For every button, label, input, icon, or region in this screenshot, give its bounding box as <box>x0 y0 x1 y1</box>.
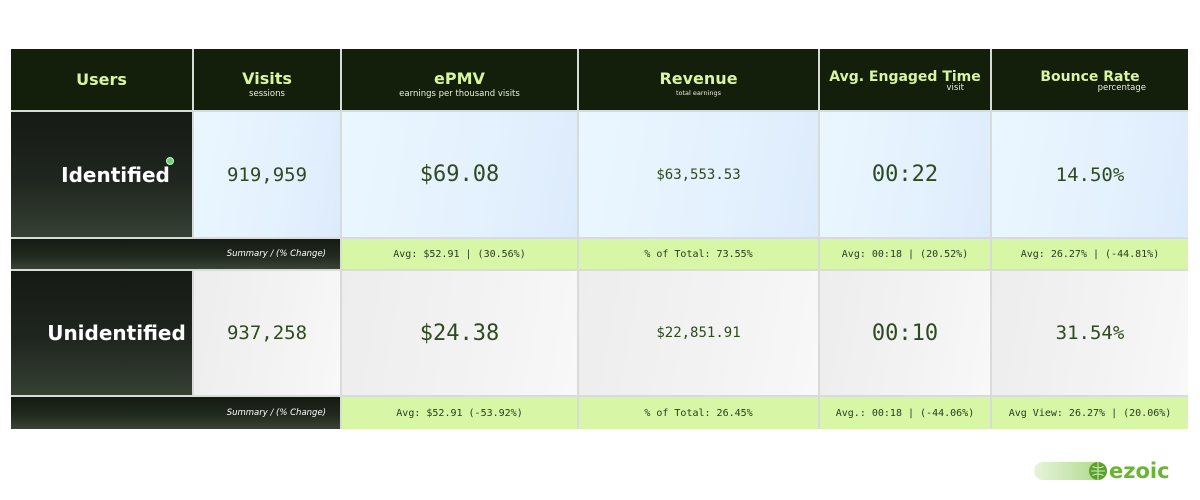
unidentified-summary-engaged-time: Avg.: 00:18 | (-44.06%) <box>820 397 990 429</box>
header-epmv: ePMV earnings per thousand visits <box>342 49 577 110</box>
header-engaged-time: Avg. Engaged Time visit <box>820 49 990 110</box>
header-users: Users <box>11 49 192 110</box>
header-engaged-time-sub: visit <box>946 83 964 93</box>
row-label-unidentified-text: Unidentified <box>47 321 186 345</box>
identified-status-dot-icon <box>166 157 174 165</box>
identified-bounce-rate: 14.50% <box>992 112 1188 237</box>
header-bounce-rate-title: Bounce Rate <box>1040 69 1140 85</box>
unidentified-engaged-time: 00:10 <box>820 271 990 395</box>
identified-summary-epmv: Avg: $52.91 | (30.56%) <box>342 239 577 269</box>
identified-summary-revenue: % of Total: 73.55% <box>579 239 818 269</box>
identified-summary-engaged-time: Avg: 00:18 | (20.52%) <box>820 239 990 269</box>
row-label-identified-text: Identified <box>61 162 170 187</box>
identified-visits: 919,959 <box>194 112 340 237</box>
header-visits-sub: sessions <box>249 89 285 99</box>
header-engaged-time-title: Avg. Engaged Time <box>829 69 981 85</box>
unidentified-revenue: $22,851.91 <box>579 271 818 395</box>
ezoic-logo: ezoic <box>1034 459 1170 483</box>
header-revenue-sub: total earnings <box>675 89 722 97</box>
header-epmv-sub: earnings per thousand visits <box>399 89 520 99</box>
header-visits: Visits sessions <box>194 49 340 110</box>
unidentified-summary-revenue: % of Total: 26.45% <box>579 397 818 429</box>
header-epmv-title: ePMV <box>434 69 485 88</box>
unidentified-bounce-rate: 31.54% <box>992 271 1188 395</box>
unidentified-summary-bounce-rate: Avg View: 26.27% | (20.06%) <box>992 397 1188 429</box>
identified-summary-bounce-rate: Avg: 26.27% | (-44.81%) <box>992 239 1188 269</box>
logo-globe-icon <box>1089 462 1107 480</box>
header-visits-title: Visits <box>242 69 292 88</box>
identified-epmv: $69.08 <box>342 112 577 237</box>
identified-revenue: $63,553.53 <box>579 112 818 237</box>
unidentified-summary-label: Summary / (% Change) <box>11 397 340 429</box>
identified-summary-label: Summary / (% Change) <box>11 239 340 269</box>
unidentified-summary-epmv: Avg: $52.91 (-53.92%) <box>342 397 577 429</box>
header-bounce-rate: Bounce Rate percentage <box>992 49 1188 110</box>
header-bounce-rate-sub: percentage <box>1097 83 1146 93</box>
unidentified-epmv: $24.38 <box>342 271 577 395</box>
logo-text: ezoic <box>1109 459 1170 483</box>
header-users-title: Users <box>76 70 127 89</box>
stats-table: Users Visits sessions ePMV earnings per … <box>11 49 1188 429</box>
unidentified-visits: 937,258 <box>194 271 340 395</box>
header-revenue-title: Revenue <box>659 69 738 88</box>
row-label-unidentified: Unidentified <box>11 271 192 395</box>
header-revenue: Revenue total earnings <box>579 49 818 110</box>
identified-engaged-time: 00:22 <box>820 112 990 237</box>
row-label-identified: Identified <box>11 112 192 237</box>
